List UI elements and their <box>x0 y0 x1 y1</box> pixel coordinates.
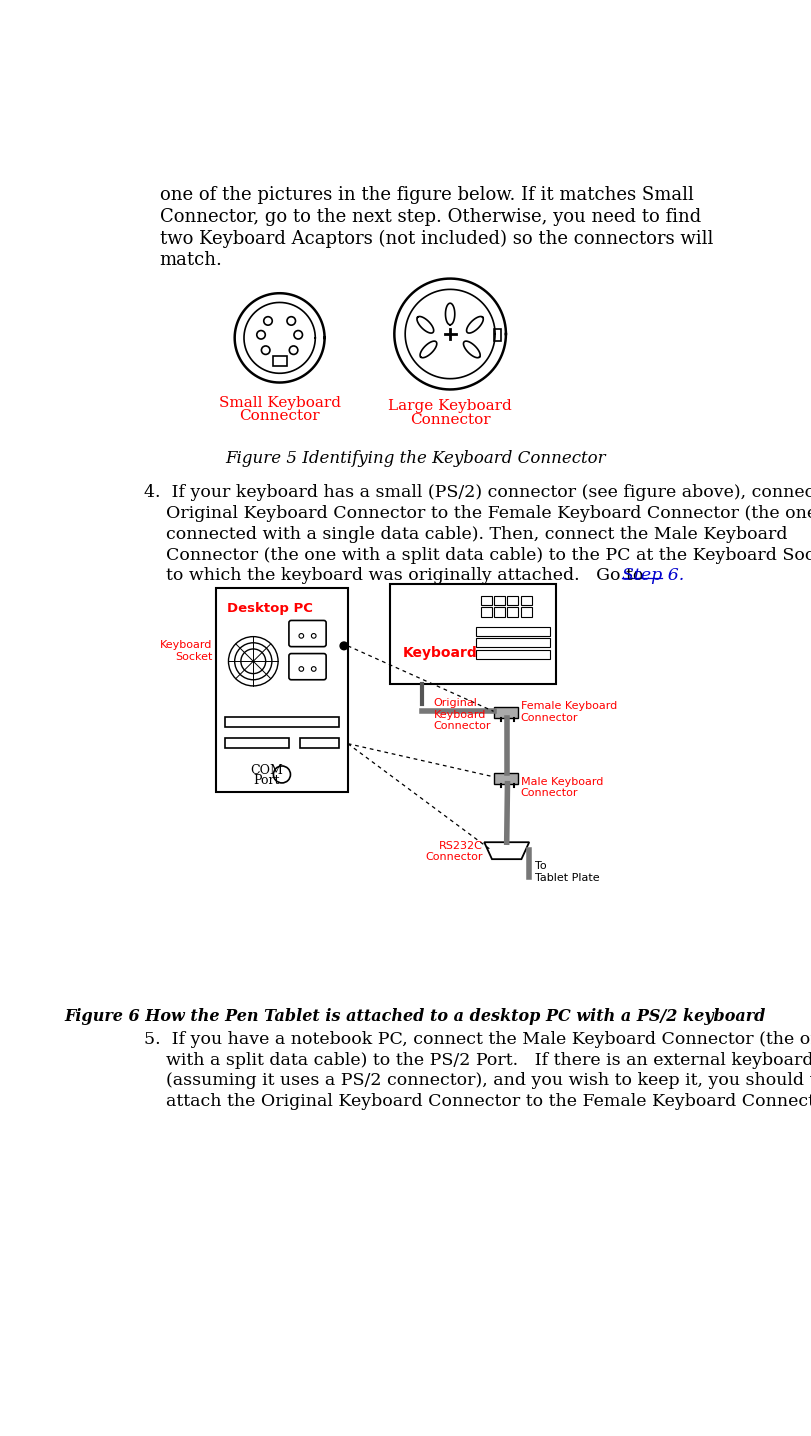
Bar <box>477 638 550 648</box>
Bar <box>300 738 338 748</box>
Bar <box>521 596 531 605</box>
Text: two Keyboard Acaptors (not included) so the connectors will: two Keyboard Acaptors (not included) so … <box>160 230 713 247</box>
Bar <box>508 596 518 605</box>
Text: Figure 6 How the Pen Tablet is attached to a desktop PC with a PS/2 keyboard: Figure 6 How the Pen Tablet is attached … <box>65 1008 766 1025</box>
Bar <box>494 329 500 340</box>
Text: Connector: Connector <box>410 412 491 426</box>
Bar <box>481 607 492 616</box>
Bar <box>225 738 289 748</box>
Bar <box>225 717 338 728</box>
Text: Small Keyboard: Small Keyboard <box>219 396 341 409</box>
Bar <box>481 596 492 605</box>
Text: one of the pictures in the figure below. If it matches Small: one of the pictures in the figure below.… <box>160 187 693 204</box>
Text: RS232C
Connector: RS232C Connector <box>425 840 483 862</box>
Text: 4.  If your keyboard has a small (PS/2) connector (see figure above), connect th: 4. If your keyboard has a small (PS/2) c… <box>144 484 811 501</box>
Text: Original Keyboard Connector to the Female Keyboard Connector (the one: Original Keyboard Connector to the Femal… <box>144 505 811 521</box>
Text: to which the keyboard was originally attached.   Go to: to which the keyboard was originally att… <box>144 567 649 584</box>
Bar <box>494 596 505 605</box>
Text: match.: match. <box>160 251 222 269</box>
Circle shape <box>340 642 348 649</box>
Text: Original
Keyboard
Connector: Original Keyboard Connector <box>434 698 491 731</box>
Text: Connector, go to the next step. Otherwise, you need to find: Connector, go to the next step. Otherwis… <box>160 208 701 225</box>
Text: To
Tablet Plate: To Tablet Plate <box>534 862 599 883</box>
Text: Connector (the one with a split data cable) to the PC at the Keyboard Socket: Connector (the one with a split data cab… <box>144 547 811 563</box>
Text: Large Keyboard: Large Keyboard <box>388 399 512 414</box>
Text: COM: COM <box>250 764 283 777</box>
Text: attach the Original Keyboard Connector to the Female Keyboard Connector: attach the Original Keyboard Connector t… <box>144 1093 811 1110</box>
Text: with a split data cable) to the PS/2 Port.   If there is an external keyboard: with a split data cable) to the PS/2 Por… <box>144 1051 811 1068</box>
Bar <box>272 356 286 366</box>
Text: Keyboard: Keyboard <box>403 646 478 661</box>
Text: connected with a single data cable). Then, connect the Male Keyboard: connected with a single data cable). The… <box>144 526 787 543</box>
Bar <box>521 607 531 616</box>
Text: Figure 5 Identifying the Keyboard Connector: Figure 5 Identifying the Keyboard Connec… <box>225 449 606 467</box>
Bar <box>494 773 518 784</box>
Text: Male Keyboard
Connector: Male Keyboard Connector <box>521 777 603 798</box>
Bar <box>494 607 505 616</box>
Text: Connector: Connector <box>239 409 320 422</box>
Text: Desktop PC: Desktop PC <box>227 602 313 615</box>
Text: Step 6.: Step 6. <box>622 567 684 584</box>
Bar <box>477 649 550 659</box>
Text: Female Keyboard
Connector: Female Keyboard Connector <box>521 701 617 722</box>
Text: Port: Port <box>253 774 280 787</box>
Bar <box>216 589 348 793</box>
Text: (assuming it uses a PS/2 connector), and you wish to keep it, you should then: (assuming it uses a PS/2 connector), and… <box>144 1073 811 1090</box>
Text: Keyboard
Socket: Keyboard Socket <box>160 640 212 662</box>
Bar <box>494 708 518 718</box>
Bar <box>389 584 556 685</box>
Text: 5.  If you have a notebook PC, connect the Male Keyboard Connector (the one: 5. If you have a notebook PC, connect th… <box>144 1031 811 1048</box>
Bar <box>477 626 550 636</box>
Bar <box>508 607 518 616</box>
